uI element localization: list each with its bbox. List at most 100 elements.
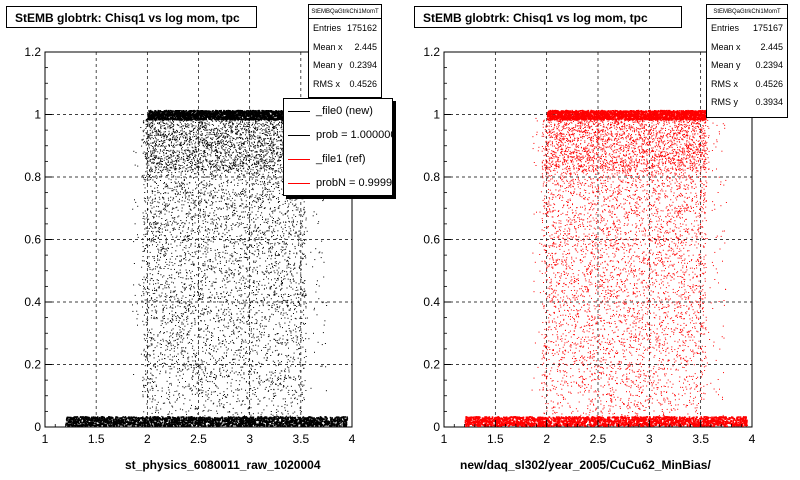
scatter-point <box>145 212 147 214</box>
scatter-point <box>264 284 266 286</box>
scatter-point <box>165 235 166 237</box>
scatter-point <box>289 271 291 273</box>
scatter-point <box>226 277 228 278</box>
scatter-point <box>257 200 259 202</box>
scatter-point <box>162 318 164 320</box>
scatter-point <box>210 349 212 350</box>
scatter-point <box>185 220 187 222</box>
scatter-point <box>254 261 256 263</box>
scatter-point <box>211 237 213 239</box>
scatter-point <box>213 174 215 176</box>
scatter-point <box>177 300 179 302</box>
scatter-point <box>188 196 190 198</box>
scatter-point <box>259 375 261 377</box>
scatter-point <box>226 349 228 351</box>
scatter-point <box>248 306 250 308</box>
scatter-point <box>188 199 190 201</box>
scatter-point <box>164 192 166 194</box>
scatter-point <box>218 218 220 219</box>
scatter-point <box>194 232 196 233</box>
scatter-point <box>241 161 243 163</box>
scatter-point <box>178 226 180 228</box>
scatter-point <box>141 145 143 147</box>
scatter-point <box>225 355 227 357</box>
scatter-point <box>151 304 153 306</box>
scatter-point <box>265 359 267 361</box>
scatter-point <box>166 219 168 221</box>
scatter-point <box>217 138 218 140</box>
scatter-point <box>260 366 262 367</box>
scatter-point <box>281 282 283 284</box>
scatter-point <box>188 305 190 306</box>
scatter-point <box>257 206 259 208</box>
scatter-point <box>154 227 156 229</box>
scatter-point <box>265 121 267 123</box>
scatter-point <box>268 129 269 130</box>
scatter-point <box>201 392 202 394</box>
scatter-point <box>305 356 307 357</box>
scatter-point <box>132 208 134 210</box>
scatter-point <box>278 254 280 256</box>
scatter-point <box>175 132 177 134</box>
scatter-point <box>167 185 168 187</box>
scatter-point <box>176 185 178 187</box>
scatter-point <box>162 304 164 306</box>
scatter-point <box>143 174 145 176</box>
scatter-point <box>219 260 221 262</box>
scatter-point <box>266 230 268 232</box>
scatter-point <box>210 240 212 242</box>
scatter-point <box>174 268 175 270</box>
scatter-point <box>278 157 280 159</box>
scatter-point <box>198 366 200 368</box>
scatter-point <box>251 207 253 209</box>
scatter-point <box>241 346 243 347</box>
scatter-point <box>199 365 201 367</box>
scatter-point <box>176 190 178 192</box>
scatter-point <box>164 131 166 133</box>
scatter-point <box>251 172 253 174</box>
scatter-point <box>296 398 298 400</box>
scatter-point <box>157 210 159 212</box>
scatter-point <box>161 134 163 136</box>
scatter-point <box>189 399 191 401</box>
scatter-point <box>230 238 232 240</box>
scatter-point <box>258 403 260 405</box>
scatter-point <box>137 165 139 167</box>
scatter-point <box>284 202 286 204</box>
scatter-point <box>202 142 204 144</box>
scatter-point <box>191 377 193 379</box>
scatter-point <box>239 322 241 324</box>
scatter-point <box>200 381 202 382</box>
scatter-point <box>300 260 302 262</box>
scatter-point <box>161 248 163 250</box>
scatter-point <box>272 143 274 145</box>
scatter-point <box>216 292 218 294</box>
scatter-point <box>190 387 192 389</box>
scatter-point <box>245 389 246 391</box>
scatter-point <box>249 326 251 328</box>
scatter-point <box>190 364 192 366</box>
scatter-point <box>150 241 152 243</box>
scatter-point <box>171 384 172 386</box>
scatter-point <box>262 219 263 220</box>
scatter-point <box>245 332 247 333</box>
scatter-point <box>175 189 177 191</box>
scatter-point <box>182 313 184 315</box>
scatter-point <box>202 347 203 349</box>
scatter-point <box>263 357 265 359</box>
scatter-point <box>215 253 217 255</box>
scatter-point <box>194 222 196 224</box>
scatter-point <box>161 136 162 138</box>
scatter-point <box>232 260 234 262</box>
scatter-point <box>240 294 242 296</box>
scatter-point <box>269 371 271 373</box>
scatter-point <box>155 410 157 412</box>
scatter-point <box>171 363 173 365</box>
scatter-point <box>242 189 244 191</box>
scatter-point <box>252 137 254 139</box>
scatter-point <box>256 353 258 355</box>
scatter-point <box>171 217 173 219</box>
scatter-point <box>172 150 174 152</box>
scatter-point <box>206 395 208 397</box>
scatter-point <box>252 361 254 363</box>
